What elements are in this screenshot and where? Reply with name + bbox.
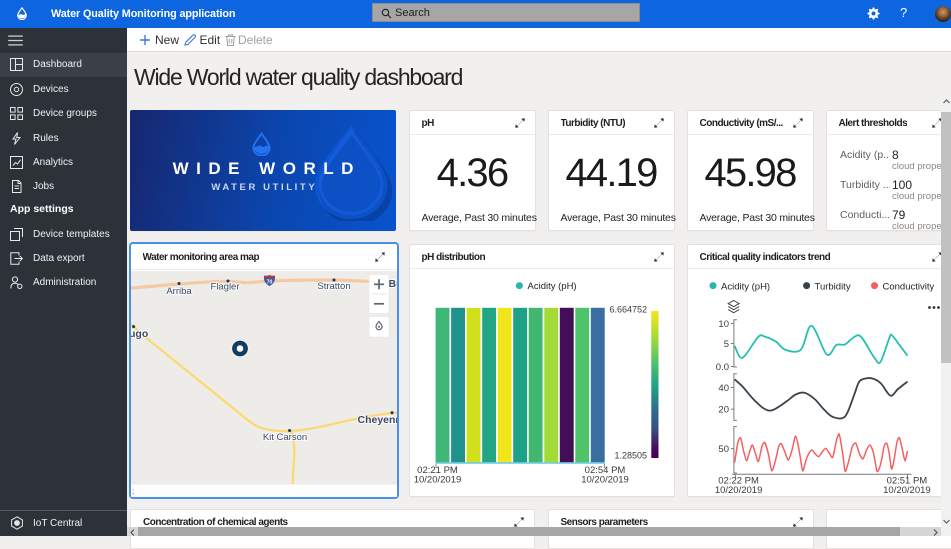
svg-text:10: 10 bbox=[718, 318, 729, 329]
svg-text:Conductivity: Conductivity bbox=[882, 281, 934, 292]
svg-text:20: 20 bbox=[718, 404, 729, 415]
svg-text:Burlington: Burlington bbox=[388, 278, 397, 290]
svg-text:Acidity (pH): Acidity (pH) bbox=[527, 281, 576, 292]
svg-text:Turbidity: Turbidity bbox=[814, 281, 850, 292]
svg-text:10/20/2019: 10/20/2019 bbox=[883, 485, 931, 496]
svg-text:Arriba: Arriba bbox=[166, 286, 192, 297]
svg-text:ugo: ugo bbox=[131, 328, 148, 340]
svg-text:0.0: 0.0 bbox=[715, 361, 728, 372]
svg-text:Acidity (pH): Acidity (pH) bbox=[721, 281, 770, 292]
svg-text:10/20/2019: 10/20/2019 bbox=[581, 474, 629, 485]
svg-text:Stratton: Stratton bbox=[317, 281, 350, 292]
svg-text:Flagler: Flagler bbox=[210, 281, 239, 292]
svg-text:02:22 PM: 02:22 PM bbox=[718, 475, 759, 486]
svg-text:Cheyenne W: Cheyenne W bbox=[357, 414, 397, 426]
svg-text:Kit Carson: Kit Carson bbox=[262, 432, 306, 443]
svg-text:70: 70 bbox=[266, 279, 272, 285]
svg-text:40: 40 bbox=[718, 382, 729, 393]
svg-text:;: ; bbox=[132, 486, 134, 495]
svg-text:10/20/2019: 10/20/2019 bbox=[413, 474, 461, 485]
svg-text:02:51 PM: 02:51 PM bbox=[886, 475, 927, 486]
svg-text:5: 5 bbox=[723, 338, 728, 349]
svg-text:02:54 PM: 02:54 PM bbox=[584, 465, 625, 476]
svg-text:1.28505: 1.28505 bbox=[614, 450, 647, 460]
svg-text:10/20/2019: 10/20/2019 bbox=[714, 485, 762, 496]
svg-text:50: 50 bbox=[718, 444, 729, 455]
svg-text:02:21 PM: 02:21 PM bbox=[417, 465, 458, 476]
svg-text:6.664752: 6.664752 bbox=[609, 304, 647, 314]
